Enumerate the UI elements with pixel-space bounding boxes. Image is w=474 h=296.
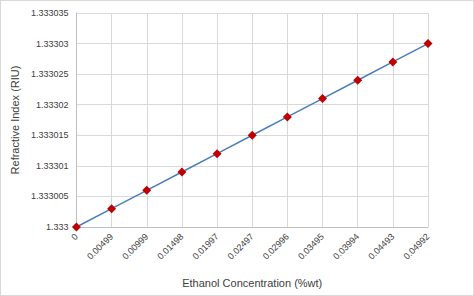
- svg-text:Refractive Index (RIU): Refractive Index (RIU): [9, 66, 21, 175]
- svg-text:0.00999: 0.00999: [120, 231, 150, 261]
- svg-text:1.333025: 1.333025: [31, 69, 69, 79]
- svg-text:0.03495: 0.03495: [296, 231, 326, 261]
- svg-text:1.33301: 1.33301: [36, 161, 69, 171]
- svg-text:1.333015: 1.333015: [31, 130, 69, 140]
- svg-text:0.01997: 0.01997: [191, 231, 221, 261]
- svg-text:0.02497: 0.02497: [226, 231, 256, 261]
- svg-text:1.333: 1.333: [46, 222, 69, 232]
- svg-text:0.03994: 0.03994: [331, 231, 361, 261]
- svg-text:Ethanol Concentration (%wt): Ethanol Concentration (%wt): [182, 277, 322, 289]
- svg-text:1.33303: 1.33303: [36, 39, 69, 49]
- svg-text:0.01498: 0.01498: [155, 231, 185, 261]
- svg-text:0.04992: 0.04992: [401, 231, 431, 261]
- svg-text:0.02996: 0.02996: [261, 231, 291, 261]
- svg-text:0.00499: 0.00499: [85, 231, 115, 261]
- svg-text:1.333035: 1.333035: [31, 8, 69, 18]
- svg-text:0: 0: [69, 231, 80, 242]
- svg-text:1.333005: 1.333005: [31, 191, 69, 201]
- svg-text:0.04493: 0.04493: [366, 231, 396, 261]
- svg-text:1.33302: 1.33302: [36, 100, 69, 110]
